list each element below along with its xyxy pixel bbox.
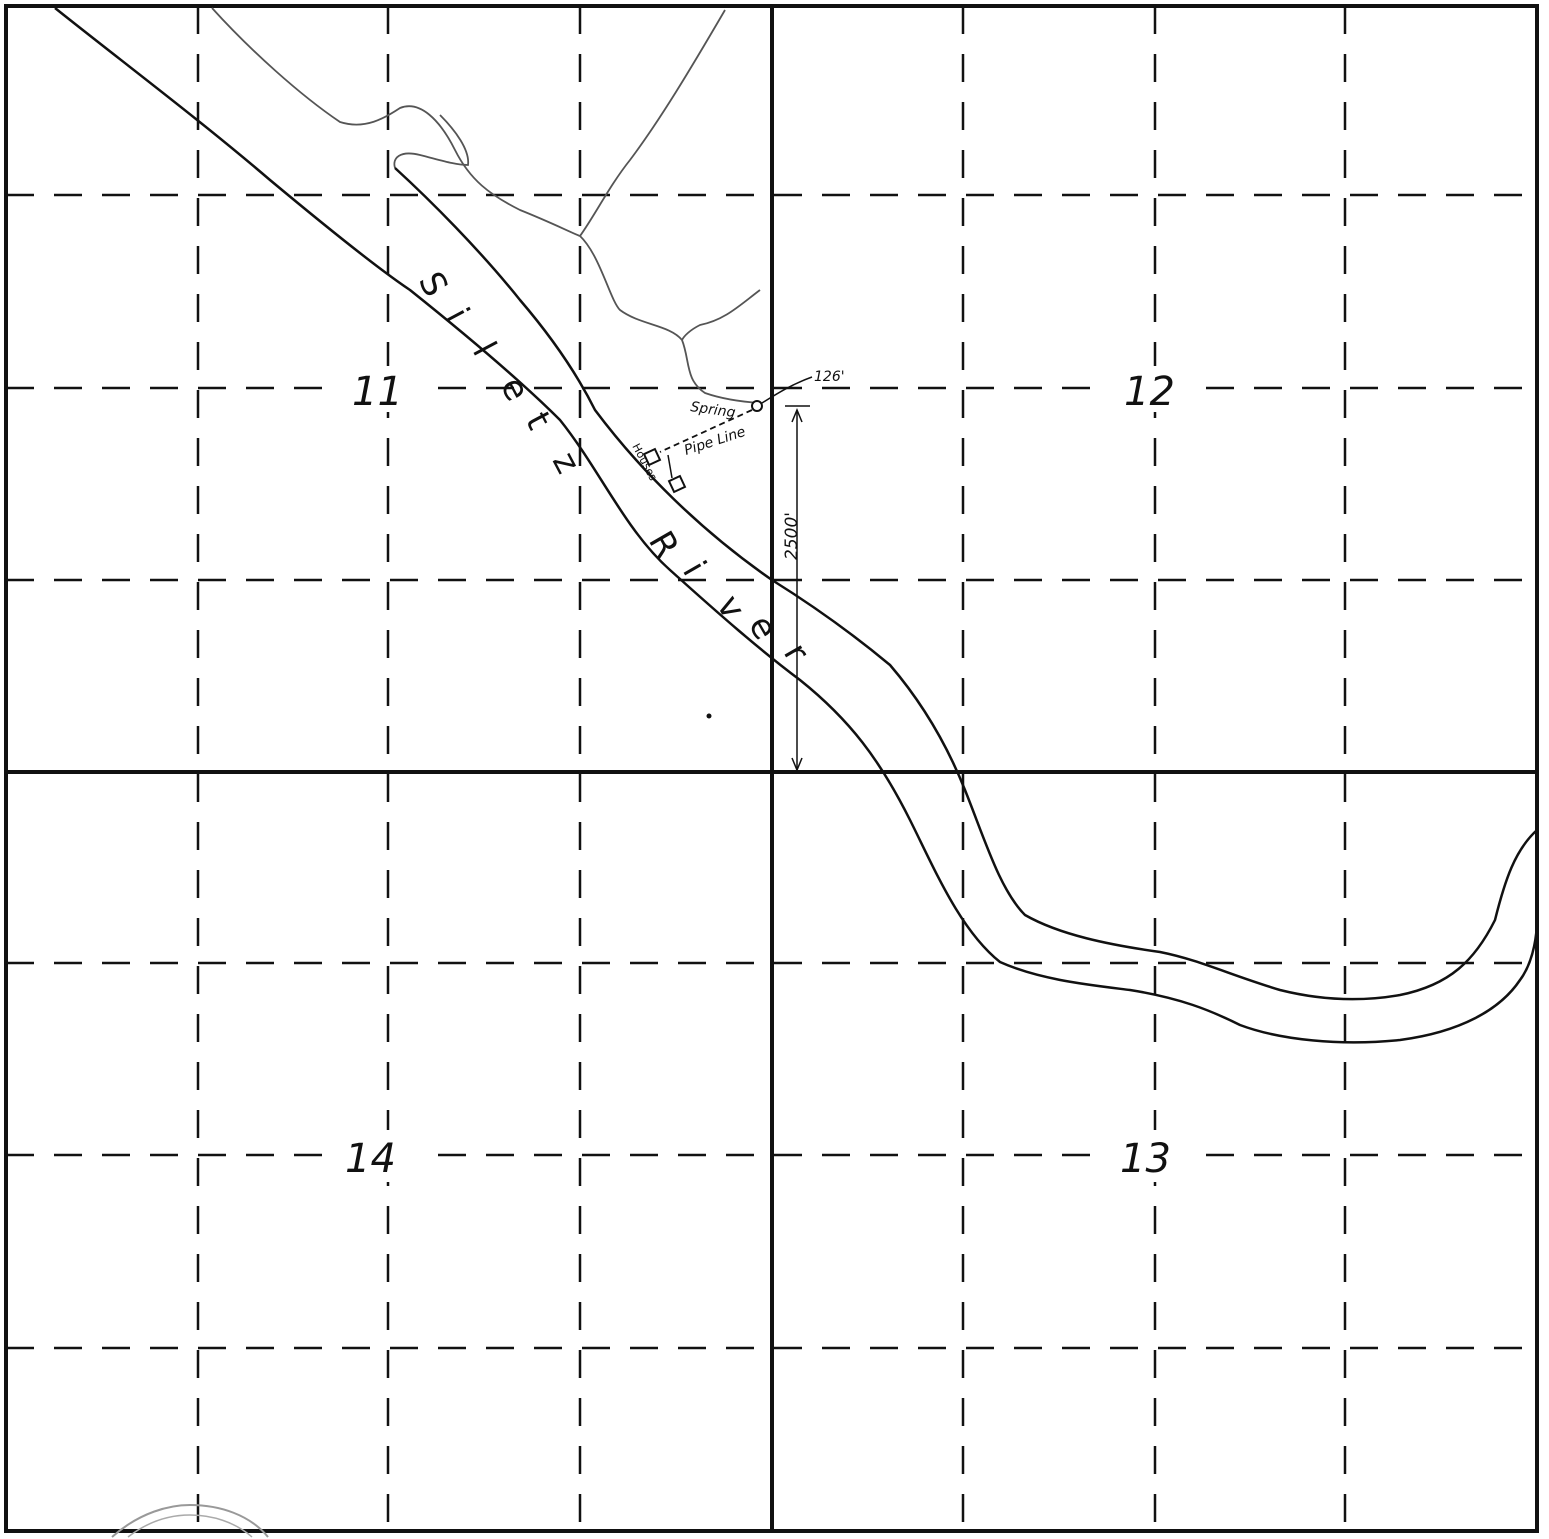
spring-site: Spring Pipe Line Houses <box>629 399 763 494</box>
river-letter: t <box>517 405 559 436</box>
distance-label-2500: 2500' <box>782 512 802 560</box>
map-dot <box>706 713 712 719</box>
river-south-bank <box>54 7 1539 1044</box>
pipe-line-spur <box>667 454 673 479</box>
stream-main <box>579 235 761 404</box>
arrow-head-up <box>791 408 803 423</box>
river-letter: i <box>437 301 477 328</box>
spring-marker <box>751 400 763 412</box>
river-letter: R <box>640 525 686 565</box>
river-letter: r <box>775 637 817 669</box>
river-banks <box>54 7 1539 1044</box>
pipe-line <box>659 409 753 453</box>
streams <box>211 7 761 404</box>
river-letter: S <box>410 265 455 303</box>
section-label-ne: 12 <box>1124 369 1175 415</box>
leader-126 <box>761 376 813 404</box>
house-marker <box>667 474 687 494</box>
river-letter: v <box>708 589 753 626</box>
dimensions <box>761 376 813 772</box>
pipe-line-label: Pipe Line <box>682 424 747 459</box>
river-letter: i <box>674 555 713 583</box>
river-letter: z <box>544 445 588 480</box>
seal-stamp <box>111 1503 269 1538</box>
arrow-head-down <box>791 757 803 772</box>
river-north-bank <box>394 167 1538 1001</box>
section-lines <box>6 6 1537 1531</box>
river-north-bank-tip <box>393 114 469 169</box>
section-label-nw: 11 <box>352 369 403 415</box>
spring-label: Spring <box>689 399 736 421</box>
dashed-grid <box>6 6 1537 1531</box>
stream-north-branch <box>579 9 726 237</box>
distance-label-126: 126' <box>814 369 845 385</box>
section-label-sw: 14 <box>345 1136 396 1182</box>
stream-upper-ridge <box>211 7 581 237</box>
section-label-se: 13 <box>1120 1136 1171 1182</box>
river-letter: e <box>740 609 785 647</box>
river-name: S i l e t z R i v e r <box>410 265 817 668</box>
stream-east-branch <box>681 289 761 341</box>
label-backings <box>330 366 1198 1182</box>
house-marker <box>642 447 662 467</box>
section-labels: 11 12 14 13 <box>345 369 1175 1182</box>
